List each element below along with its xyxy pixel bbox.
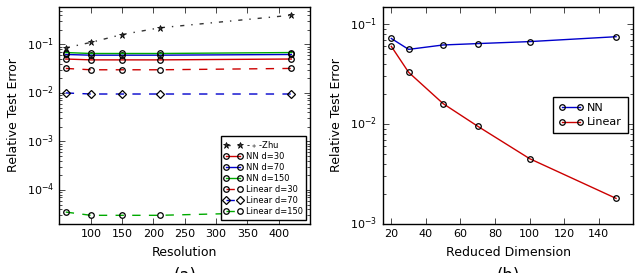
- $\mathbf{*}$ -Zhu xyxy=(287,14,295,17)
NN d=150 xyxy=(287,51,295,54)
NN d=30 xyxy=(62,57,70,61)
NN xyxy=(526,40,534,43)
Line: NN d=30: NN d=30 xyxy=(63,56,294,63)
NN xyxy=(439,43,447,47)
Linear d=150 xyxy=(118,214,126,217)
Linear xyxy=(526,157,534,160)
NN d=70 xyxy=(287,53,295,56)
NN xyxy=(387,37,395,40)
Linear xyxy=(387,45,395,48)
Line: Linear d=70: Linear d=70 xyxy=(63,90,294,97)
Linear d=150 xyxy=(156,214,164,217)
- $\mathbf{*}$ -Zhu xyxy=(62,46,70,49)
Text: (b): (b) xyxy=(497,267,520,273)
NN d=70 xyxy=(118,54,126,57)
NN d=70 xyxy=(62,53,70,56)
Linear xyxy=(404,71,412,74)
- $\mathbf{*}$ -Zhu xyxy=(118,33,126,36)
X-axis label: Reduced Dimension: Reduced Dimension xyxy=(445,246,570,259)
Y-axis label: Relative Test Error: Relative Test Error xyxy=(6,58,20,172)
Linear d=70 xyxy=(287,92,295,96)
Linear d=70 xyxy=(118,92,126,96)
Line: Linear d=30: Linear d=30 xyxy=(63,66,294,73)
NN d=70 xyxy=(87,54,95,57)
Line: - $\mathbf{*}$ -Zhu: - $\mathbf{*}$ -Zhu xyxy=(62,12,295,51)
Linear d=30 xyxy=(62,67,70,70)
Linear xyxy=(474,125,481,128)
Legend: NN, Linear: NN, Linear xyxy=(553,97,628,133)
Line: Linear: Linear xyxy=(388,44,619,201)
Linear xyxy=(612,197,620,200)
X-axis label: Resolution: Resolution xyxy=(152,246,218,259)
NN d=150 xyxy=(87,52,95,55)
NN d=30 xyxy=(287,57,295,61)
Linear xyxy=(439,102,447,105)
NN d=150 xyxy=(118,52,126,55)
Linear d=30 xyxy=(87,68,95,72)
- $\mathbf{*}$ -Zhu xyxy=(156,26,164,29)
Line: NN d=150: NN d=150 xyxy=(63,50,294,56)
NN d=30 xyxy=(87,58,95,61)
Linear d=150 xyxy=(287,210,295,214)
Linear d=70 xyxy=(87,92,95,96)
Linear d=150 xyxy=(62,210,70,214)
Text: (a): (a) xyxy=(173,267,196,273)
Linear d=70 xyxy=(62,91,70,94)
Linear d=30 xyxy=(287,67,295,70)
Line: NN: NN xyxy=(388,34,619,52)
NN d=150 xyxy=(156,52,164,55)
- $\mathbf{*}$ -Zhu xyxy=(87,41,95,44)
NN xyxy=(474,42,481,45)
Linear d=70 xyxy=(156,92,164,96)
NN d=30 xyxy=(156,58,164,61)
NN xyxy=(404,48,412,51)
Line: Linear d=150: Linear d=150 xyxy=(63,209,294,218)
Legend: - $\mathbf{*}$ -Zhu, NN d=30, NN d=70, NN d=150, Linear d=30, Linear d=70, Linea: - $\mathbf{*}$ -Zhu, NN d=30, NN d=70, N… xyxy=(221,135,306,220)
NN xyxy=(612,35,620,38)
Line: NN d=70: NN d=70 xyxy=(63,52,294,58)
Linear d=30 xyxy=(118,68,126,72)
Linear d=30 xyxy=(156,68,164,72)
Linear d=150 xyxy=(87,214,95,217)
NN d=70 xyxy=(156,54,164,57)
Y-axis label: Relative Test Error: Relative Test Error xyxy=(330,58,343,172)
NN d=150 xyxy=(62,51,70,54)
NN d=30 xyxy=(118,58,126,61)
